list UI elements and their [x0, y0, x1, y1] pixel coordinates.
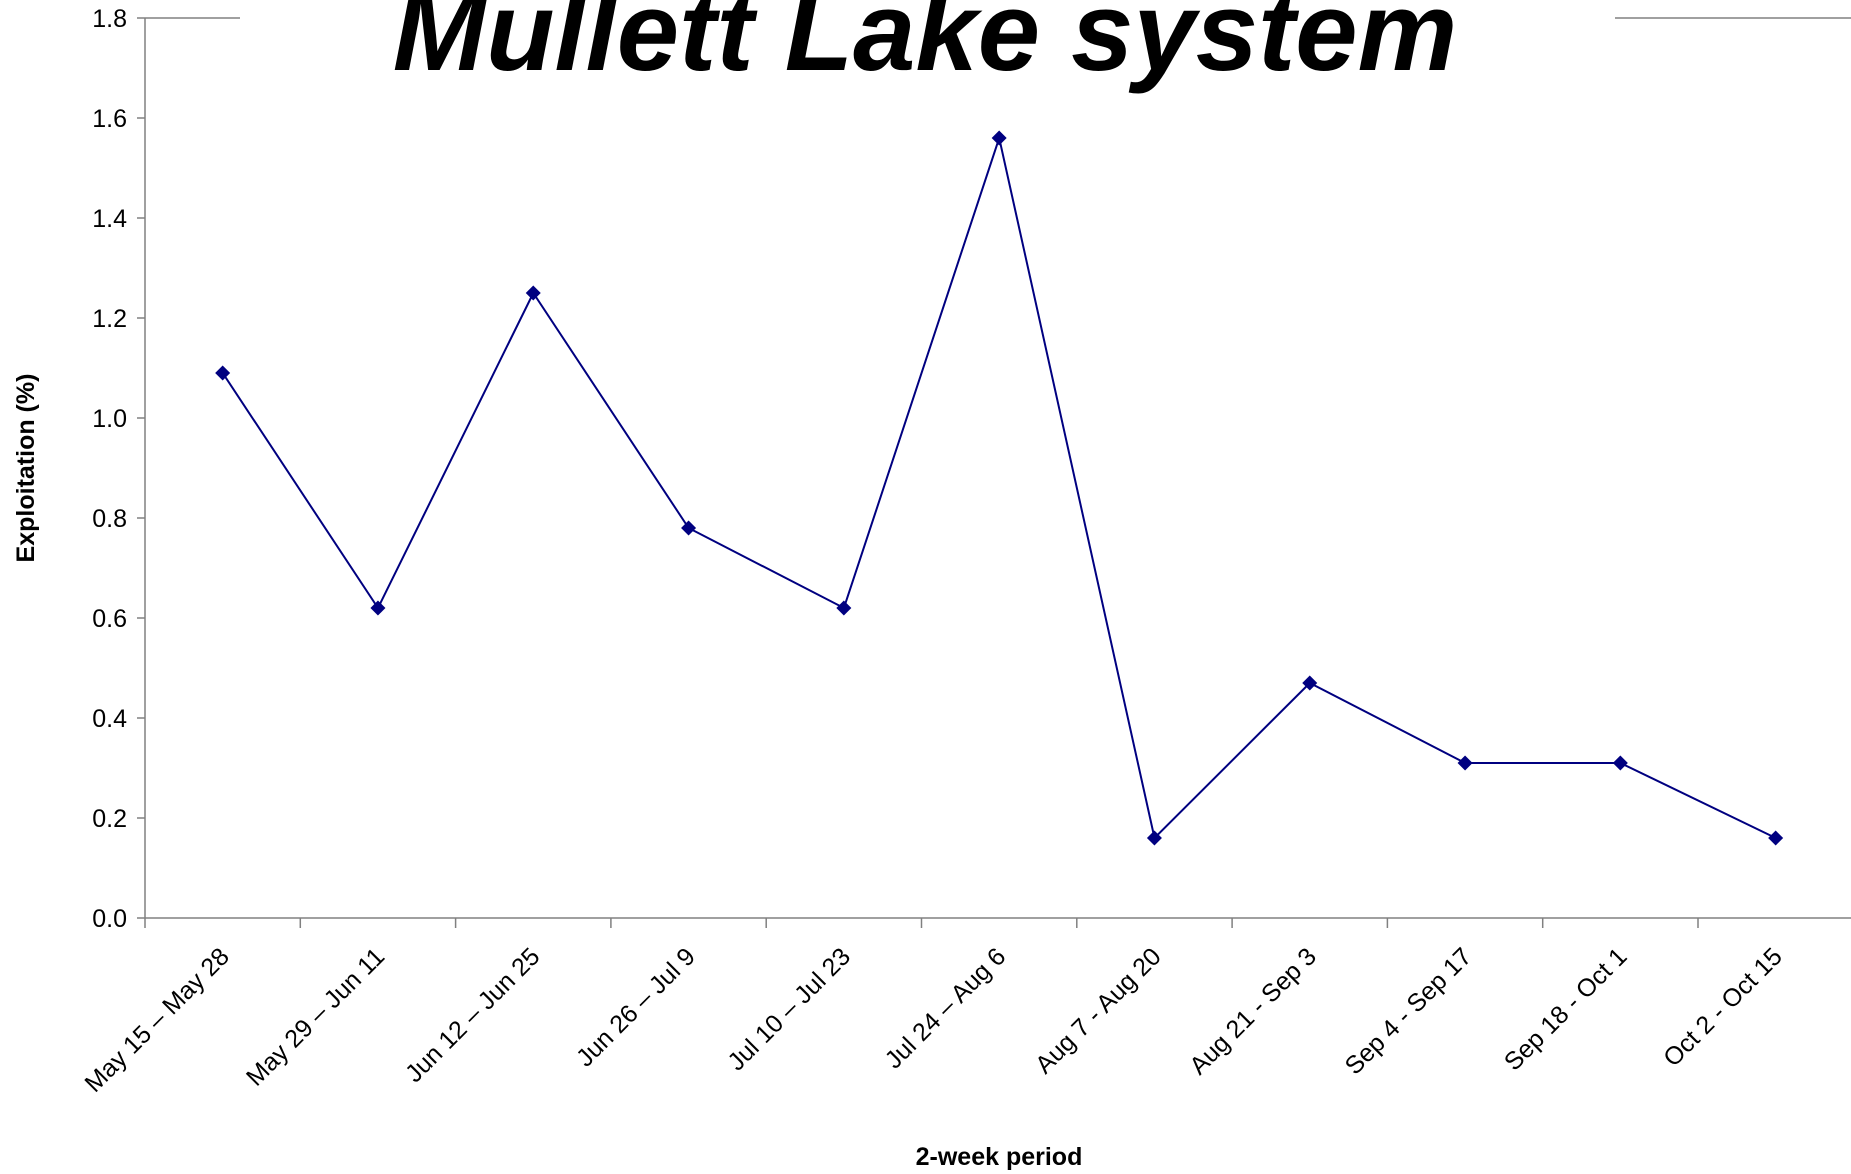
data-point-marker	[1457, 755, 1473, 771]
x-axis-ticks: May 15 – May 28 May 29 – Jun 11 Jun 12 – J…	[79, 918, 1788, 1098]
data-point-marker	[1146, 830, 1162, 846]
chart-axes	[144, 17, 1851, 919]
y-tick-label: 1.6	[92, 105, 127, 133]
x-tick-label: Sep 18 - Oct 1	[1499, 942, 1633, 1076]
data-point-marker	[1612, 755, 1628, 771]
x-tick-label: May 15 – May 28	[79, 942, 234, 1097]
data-point-marker	[370, 600, 386, 616]
x-tick-label: Jun 12 – Jun 25	[400, 942, 546, 1088]
y-tick-label: 0.2	[92, 805, 127, 833]
series-line	[221, 134, 1777, 840]
data-point-marker	[991, 130, 1007, 146]
data-point-marker	[681, 520, 697, 536]
y-tick-label: 1.8	[92, 5, 127, 33]
x-tick-label: Aug 21 - Sep 3	[1184, 942, 1322, 1080]
y-tick-label: 0.0	[92, 905, 127, 933]
x-tick-label: Jul 24 – Aug 6	[880, 942, 1012, 1074]
x-tick-label: Aug 7 - Aug 20	[1030, 942, 1167, 1079]
y-tick-label: 0.6	[92, 605, 127, 633]
y-axis-ticks: 0.0 0.2 0.4 0.6 0.8 1.0 1.2 1.4 1.6 1.8	[92, 5, 145, 933]
plot-area	[215, 130, 1784, 846]
x-tick-label: Sep 4 - Sep 17	[1340, 942, 1478, 1080]
x-axis-title: 2-week period	[916, 1143, 1083, 1171]
x-tick-label: Jun 26 – Jul 9	[571, 942, 701, 1072]
y-axis-title: Exploitation (%)	[12, 374, 40, 563]
y-tick-label: 1.0	[92, 405, 127, 433]
data-point-marker	[836, 600, 852, 616]
data-point-marker	[1302, 675, 1318, 691]
chart-title: Mullett Lake system	[393, 0, 1457, 94]
y-tick-label: 0.8	[92, 505, 127, 533]
y-tick-label: 0.4	[92, 705, 127, 733]
x-tick-label: Jul 10 – Jul 23	[722, 942, 856, 1076]
x-tick-label: May 29 – Jun 11	[241, 942, 390, 1091]
x-tick-label: Oct 2 - Oct 15	[1658, 942, 1788, 1072]
data-point-marker	[525, 285, 541, 301]
data-point-marker	[1768, 830, 1784, 846]
y-tick-label: 1.2	[92, 305, 127, 333]
y-tick-label: 1.4	[92, 205, 127, 233]
data-point-marker	[215, 365, 231, 381]
